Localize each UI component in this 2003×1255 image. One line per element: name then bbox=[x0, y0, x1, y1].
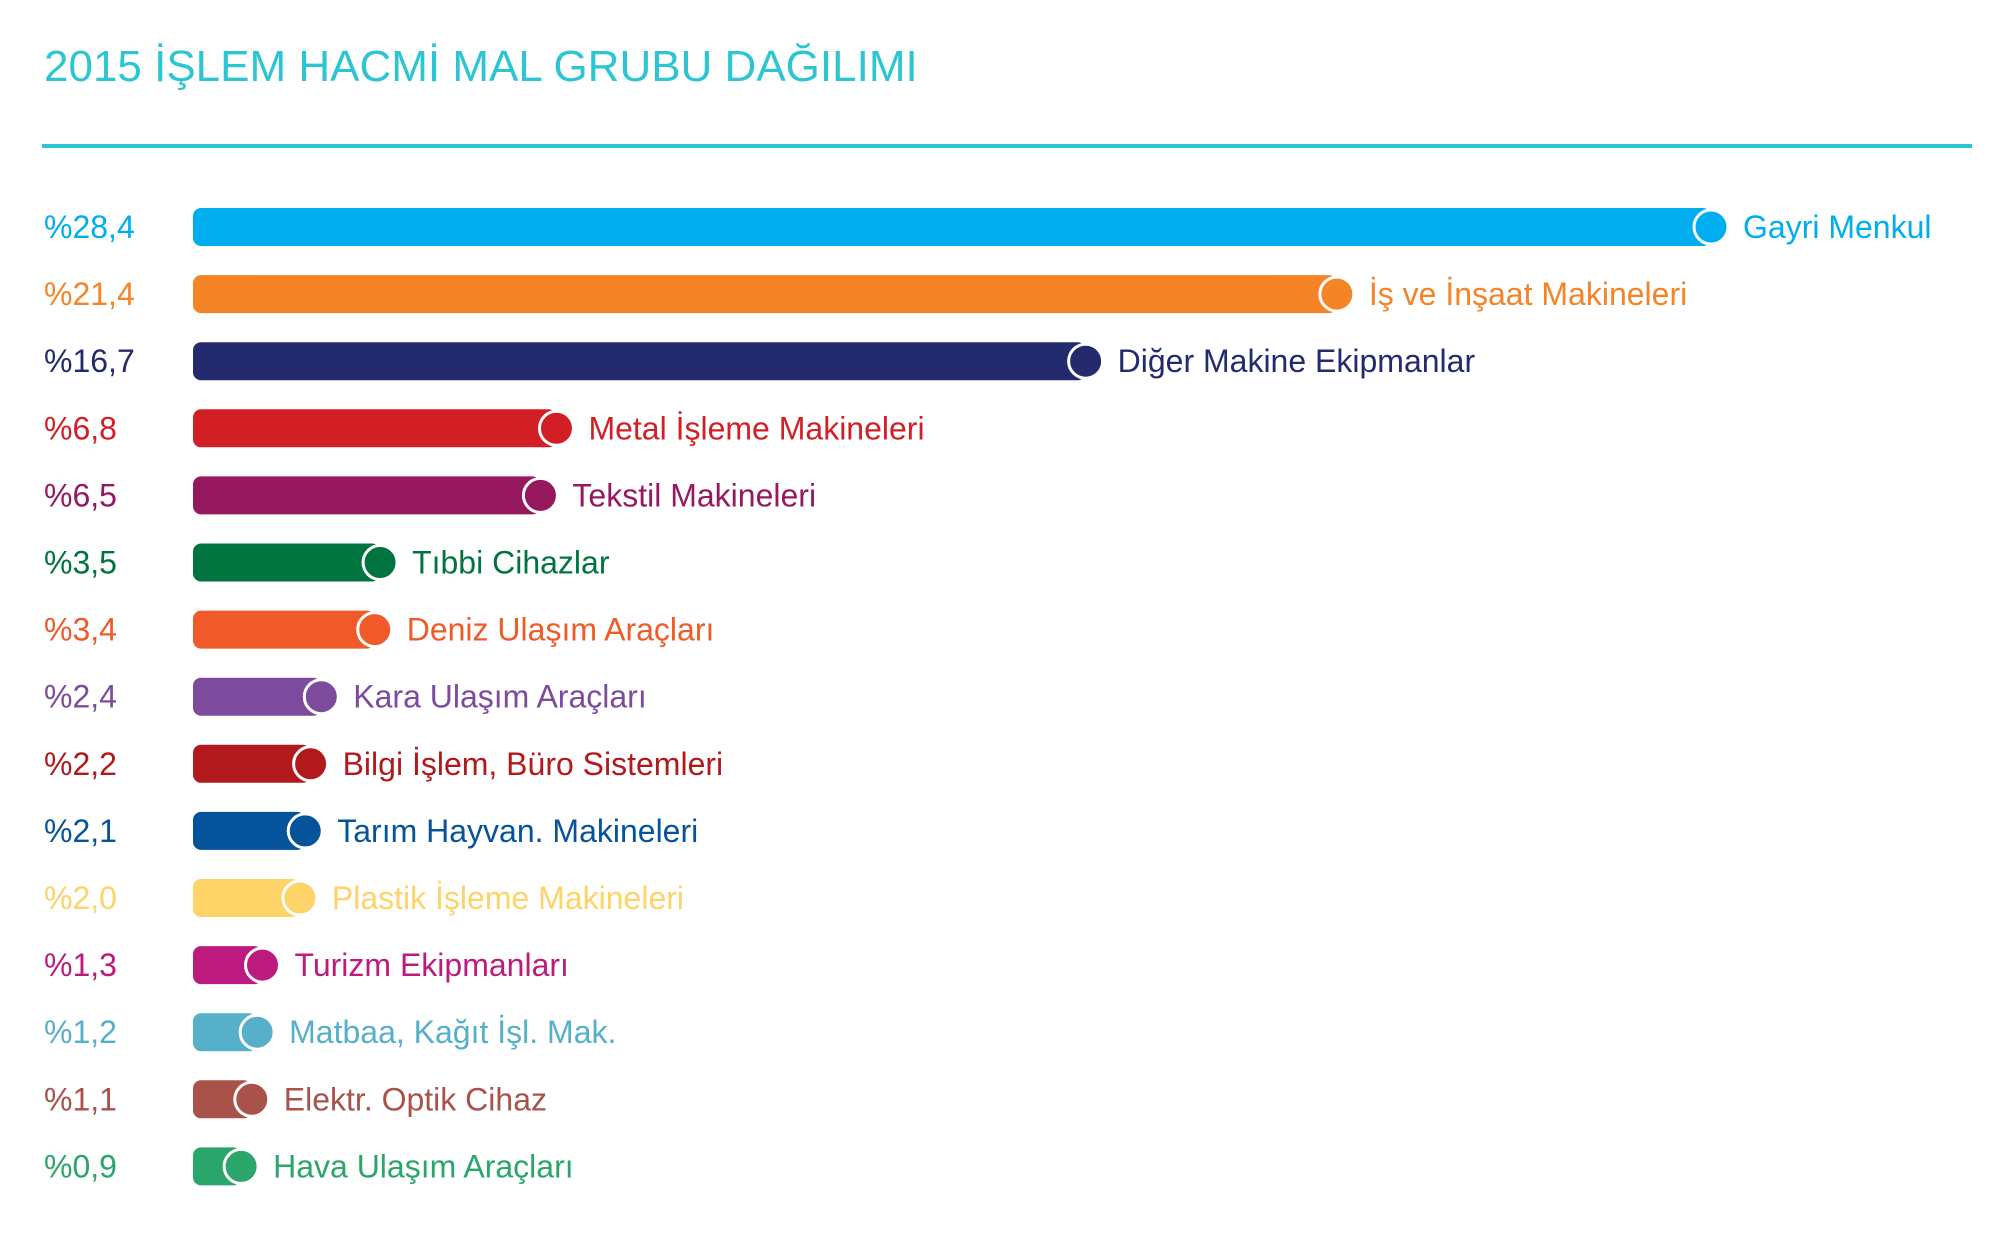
bar-row: %6,8 Metal İşleme Makineleri bbox=[44, 409, 925, 448]
bar-end-dot bbox=[1692, 208, 1730, 246]
bar-end-dot bbox=[222, 1147, 260, 1185]
bar-row: %6,5 Tekstil Makineleri bbox=[44, 476, 816, 515]
value-label: %1,3 bbox=[44, 947, 117, 983]
bar-row: %28,4 Gayri Menkul bbox=[44, 208, 1932, 246]
bar bbox=[193, 476, 541, 515]
bar-row: %16,7 Diğer Makine Ekipmanlar bbox=[44, 342, 1476, 381]
bar-row: %2,4 Kara Ulaşım Araçları bbox=[44, 677, 647, 716]
value-label: %1,1 bbox=[44, 1081, 117, 1117]
bar-end-dot bbox=[361, 544, 399, 581]
category-label: Deniz Ulaşım Araçları bbox=[407, 612, 715, 648]
bar-row: %1,3 Turizm Ekipmanları bbox=[44, 946, 569, 985]
category-label: Matbaa, Kağıt İşl. Mak. bbox=[289, 1014, 616, 1050]
bar bbox=[193, 409, 557, 448]
bar-row: %2,0 Plastik İşleme Makineleri bbox=[44, 879, 684, 917]
bar-end-dot bbox=[292, 745, 330, 783]
value-label: %2,0 bbox=[44, 880, 117, 916]
bar bbox=[193, 677, 322, 716]
value-label: %2,1 bbox=[44, 813, 117, 849]
bar-end-dot bbox=[1067, 342, 1105, 380]
category-label: Kara Ulaşım Araçları bbox=[353, 679, 646, 715]
value-label: %6,8 bbox=[44, 410, 117, 446]
bar bbox=[193, 610, 375, 649]
bar-end-dot bbox=[286, 812, 324, 850]
category-label: İş ve İnşaat Makineleri bbox=[1369, 276, 1687, 312]
category-label: Turizm Ekipmanları bbox=[294, 947, 568, 983]
bar-end-dot bbox=[243, 946, 281, 984]
category-label: Gayri Menkul bbox=[1743, 209, 1932, 245]
bar-end-dot bbox=[1318, 275, 1356, 313]
value-label: %3,5 bbox=[44, 545, 117, 581]
bar-row: %3,4 Deniz Ulaşım Araçları bbox=[44, 610, 715, 649]
value-label: %0,9 bbox=[44, 1148, 117, 1184]
bar bbox=[193, 811, 306, 850]
bar-row: %3,5 Tıbbi Cihazlar bbox=[44, 543, 610, 582]
category-label: Metal İşleme Makineleri bbox=[588, 410, 924, 446]
bar-end-dot bbox=[521, 476, 559, 514]
value-label: %6,5 bbox=[44, 477, 117, 513]
value-label: %2,2 bbox=[44, 746, 117, 782]
bar-row: %2,1 Tarım Hayvan. Makineleri bbox=[44, 811, 698, 850]
bar bbox=[193, 543, 381, 582]
chart-title: 2015 İŞLEM HACMİ MAL GRUBU DAĞILIMI bbox=[44, 42, 918, 91]
bar bbox=[193, 1013, 258, 1052]
category-label: Elektr. Optik Cihaz bbox=[284, 1081, 547, 1117]
category-label: Tarım Hayvan. Makineleri bbox=[337, 813, 698, 849]
value-label: %3,4 bbox=[44, 612, 117, 648]
bar-row: %0,9 Hava Ulaşım Araçları bbox=[44, 1147, 574, 1186]
value-label: %21,4 bbox=[44, 276, 135, 312]
bar bbox=[193, 744, 311, 783]
bar-end-dot bbox=[537, 409, 575, 447]
bar bbox=[193, 879, 300, 917]
bar-end-dot bbox=[356, 611, 394, 649]
bar-end-dot bbox=[281, 879, 319, 917]
bar bbox=[193, 275, 1337, 314]
category-label: Tıbbi Cihazlar bbox=[412, 545, 610, 581]
category-label: Hava Ulaşım Araçları bbox=[273, 1148, 574, 1184]
title-divider bbox=[42, 144, 1972, 148]
category-label: Plastik İşleme Makineleri bbox=[332, 880, 684, 916]
bar-row: %2,2 Bilgi İşlem, Büro Sistemleri bbox=[44, 744, 724, 783]
bar-end-dot bbox=[302, 678, 340, 716]
bar-row: %1,1 Elektr. Optik Cihaz bbox=[44, 1080, 547, 1119]
bar-end-dot bbox=[233, 1080, 271, 1118]
value-label: %28,4 bbox=[44, 209, 135, 245]
category-label: Diğer Makine Ekipmanlar bbox=[1118, 343, 1476, 379]
bar-row: %21,4 İş ve İnşaat Makineleri bbox=[44, 275, 1687, 314]
bar-end-dot bbox=[238, 1013, 276, 1051]
value-label: %2,4 bbox=[44, 679, 117, 715]
bar bbox=[193, 342, 1086, 381]
category-label: Bilgi İşlem, Büro Sistemleri bbox=[343, 746, 724, 782]
value-label: %1,2 bbox=[44, 1014, 117, 1050]
category-label: Tekstil Makineleri bbox=[572, 477, 816, 513]
bar-row: %1,2 Matbaa, Kağıt İşl. Mak. bbox=[44, 1013, 616, 1052]
bar bbox=[193, 208, 1711, 246]
bar bbox=[193, 946, 263, 985]
value-label: %16,7 bbox=[44, 343, 135, 379]
